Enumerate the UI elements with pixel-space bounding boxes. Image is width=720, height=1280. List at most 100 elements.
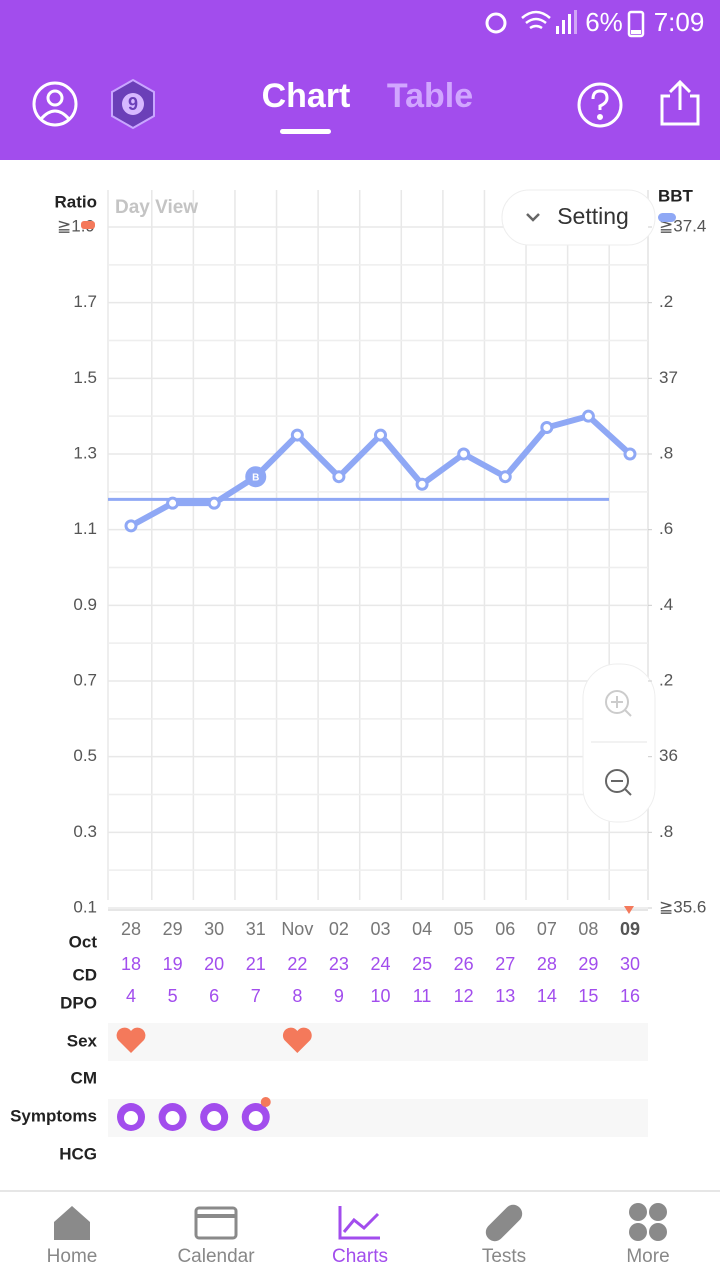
y2-tick-label: .4 (659, 595, 673, 614)
bbt-legend (658, 213, 676, 222)
dpo-value: 15 (578, 986, 598, 1006)
row-label: DPO (60, 993, 97, 1012)
cd-value: 26 (454, 954, 474, 974)
y2-tick-label: .8 (659, 822, 673, 841)
nav-label[interactable]: More (626, 1246, 669, 1267)
x-tick-label: 05 (454, 919, 474, 939)
x-tick-label: 09 (620, 919, 640, 939)
y2-tick-label: 36 (659, 746, 678, 765)
tab-chart[interactable]: Chart (262, 77, 351, 115)
symptom-dot (260, 1097, 271, 1107)
bbt-point (124, 519, 138, 533)
dpo-value: 9 (334, 986, 344, 1006)
dpo-value: 8 (292, 986, 302, 1006)
bbt-point (207, 496, 221, 510)
x-tick-label: 30 (204, 919, 224, 939)
tab-indicator (280, 129, 331, 134)
symptom-glyph (124, 1111, 138, 1125)
x-tick-label: Nov (281, 919, 313, 939)
bbt-point (415, 477, 429, 491)
clock: 7:09 (654, 7, 705, 37)
dpo-value: 10 (370, 986, 390, 1006)
cd-value: 19 (163, 954, 183, 974)
y-tick-label: 0.5 (73, 746, 97, 765)
y-tick-label: 1.7 (73, 292, 97, 311)
cd-value: 18 (121, 954, 141, 974)
dpo-value: 4 (126, 986, 136, 1006)
cd-value: 30 (620, 954, 640, 974)
y-tick-label: 0.7 (73, 670, 97, 689)
cd-value: 27 (495, 954, 515, 974)
setting-button[interactable]: Setting (501, 189, 656, 246)
y-tick-label: 1.1 (73, 519, 97, 538)
sex-icon (282, 1027, 312, 1053)
y-tick-label: 0.9 (73, 595, 97, 614)
y2-tick-label: .6 (659, 519, 673, 538)
dpo-value: 7 (251, 986, 261, 1006)
setting-label: Setting (557, 203, 629, 229)
cd-value: 25 (412, 954, 432, 974)
dpo-value: 5 (168, 986, 178, 1006)
cd-value: 21 (246, 954, 266, 974)
month-label: Oct (69, 932, 98, 951)
grid (107, 190, 649, 909)
nav-label[interactable]: Home (47, 1246, 98, 1267)
header-bar (0, 0, 720, 160)
x-tick-label: 02 (329, 919, 349, 939)
x-tick-label: 29 (163, 919, 183, 939)
dpo-value: 14 (537, 986, 557, 1006)
view-label: Day View (115, 197, 198, 218)
row-label: HCG (59, 1144, 97, 1163)
help-button[interactable] (577, 82, 623, 128)
bbt-point (245, 466, 267, 488)
symptom-glyph (248, 1111, 263, 1125)
zoom-out[interactable] (605, 769, 632, 796)
y-axis-title: Ratio (55, 192, 98, 211)
nav-label[interactable]: Calendar (177, 1246, 255, 1267)
y2-tick-label: 37 (659, 368, 678, 387)
bbt-point (374, 428, 387, 442)
cd-value: 20 (204, 954, 224, 974)
y2-tick-label: .2 (659, 292, 673, 311)
tab-table[interactable]: Table (387, 77, 473, 115)
bbt-point (166, 496, 180, 510)
nav-label[interactable]: Charts (332, 1246, 388, 1267)
y2-tick-label: .2 (659, 670, 673, 689)
row-band (108, 1023, 648, 1061)
row-label: Sex (67, 1031, 98, 1050)
profile-button[interactable] (32, 81, 78, 127)
bbt-point (498, 470, 512, 484)
dpo-value: 12 (454, 986, 474, 1006)
nav-label[interactable]: Tests (482, 1246, 526, 1267)
badge-number: 9 (128, 94, 138, 114)
point-label: B (252, 472, 259, 483)
level-badge[interactable]: 9 (111, 78, 155, 130)
x-tick-label: 08 (578, 919, 598, 939)
zoom-in[interactable] (605, 690, 632, 717)
y-tick-label: 1.5 (73, 368, 97, 387)
row-label: CM (71, 1068, 97, 1087)
symptom-glyph (207, 1111, 222, 1125)
y2-tick-label: .8 (659, 443, 673, 462)
cd-value: 29 (578, 954, 598, 974)
share-button[interactable] (660, 79, 700, 126)
zoom-controls (582, 663, 656, 823)
status-icons (485, 10, 645, 38)
x-tick-label: 04 (412, 919, 432, 939)
cd-value: 28 (537, 954, 557, 974)
y2-axis-title: BBT (658, 186, 694, 205)
dpo-value: 6 (209, 986, 219, 1006)
x-tick-label: 31 (246, 919, 266, 939)
x-tick-label: 03 (370, 919, 390, 939)
dpo-value: 13 (495, 986, 515, 1006)
nav-icons (54, 1203, 667, 1242)
bbt-point (332, 470, 346, 484)
sex-icon (116, 1027, 146, 1053)
symptom-glyph (165, 1111, 180, 1125)
x-tick-label: 06 (495, 919, 515, 939)
bbt-point (457, 447, 471, 461)
bbt-point (623, 447, 637, 461)
cd-value: 22 (287, 954, 307, 974)
